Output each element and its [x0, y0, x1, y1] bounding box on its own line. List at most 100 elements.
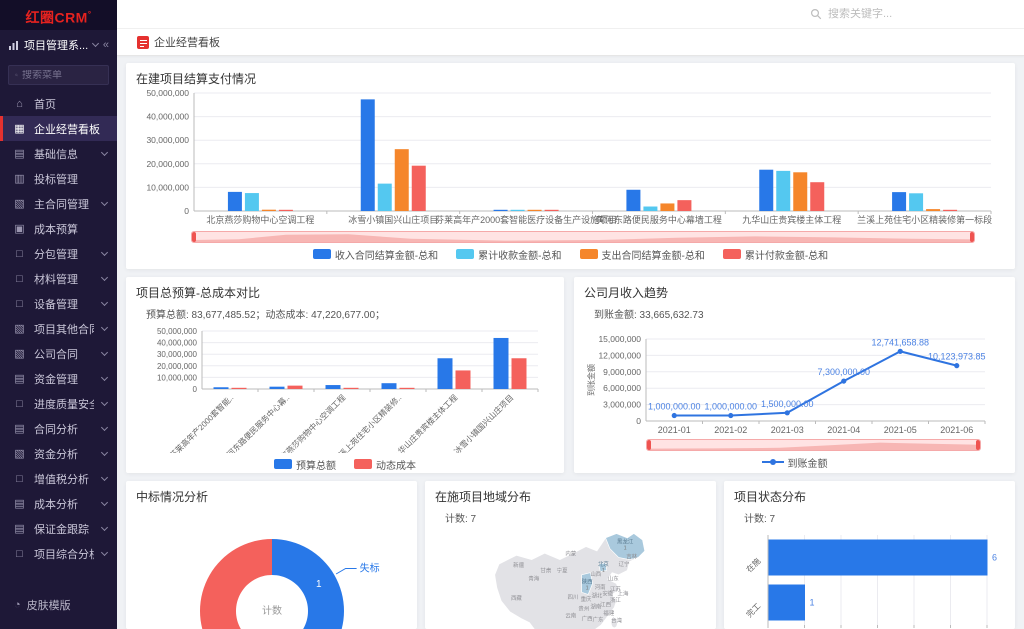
- collapse-sidebar-icon[interactable]: «: [102, 39, 109, 51]
- data-point[interactable]: [728, 412, 734, 419]
- province-label-广西[interactable]: 广西: [581, 615, 592, 623]
- sidebar-item-7[interactable]: □ 材料管理: [0, 266, 117, 291]
- bar[interactable]: [231, 387, 247, 389]
- bar[interactable]: [909, 193, 924, 211]
- bar[interactable]: [677, 200, 692, 211]
- sidebar-item-12[interactable]: □ 进度质量安全: [0, 391, 117, 416]
- bar[interactable]: [227, 191, 242, 211]
- trend-datazoom-slider[interactable]: [646, 439, 981, 451]
- province-label-重庆[interactable]: 重庆: [580, 595, 591, 603]
- datazoom-right-handle[interactable]: [970, 232, 974, 242]
- data-point[interactable]: [671, 412, 677, 419]
- province-label-辽宁[interactable]: 辽宁: [618, 560, 629, 568]
- province-label-贵州[interactable]: 贵州: [578, 605, 589, 613]
- bar[interactable]: [399, 387, 415, 389]
- bar[interactable]: [643, 206, 658, 211]
- highlighted-province[interactable]: [598, 562, 607, 572]
- sidebar-item-3[interactable]: ▥ 投标管理: [14, 173, 78, 186]
- bar[interactable]: [261, 209, 276, 211]
- bar[interactable]: [544, 209, 559, 211]
- sidebar-item-4[interactable]: ▧ 主合同管理: [0, 191, 117, 216]
- sidebar-item-17[interactable]: ▤ 保证金跟踪: [0, 516, 117, 541]
- province-label-黑龙江[interactable]: 黑龙江: [617, 537, 634, 545]
- bar[interactable]: [510, 209, 525, 211]
- bar[interactable]: [776, 170, 791, 211]
- status-bar-在施[interactable]: [768, 539, 988, 576]
- province-label-青海[interactable]: 青海: [528, 574, 539, 582]
- bar[interactable]: [278, 209, 293, 211]
- data-point[interactable]: [784, 410, 790, 416]
- status-bar-完工[interactable]: [768, 584, 806, 621]
- pie-slice-失标[interactable]: [272, 539, 344, 629]
- datazoom-left-handle[interactable]: [647, 440, 651, 450]
- province-label-四川[interactable]: 四川: [567, 594, 578, 601]
- sidebar-item-1[interactable]: ▦ 企业经营看板: [0, 116, 117, 141]
- province-label-河南[interactable]: 河南: [594, 583, 605, 591]
- bar[interactable]: [244, 193, 259, 211]
- bar[interactable]: [394, 149, 409, 211]
- province-label-湖北[interactable]: 湖北: [591, 592, 602, 600]
- sidebar-item-18[interactable]: □ 项目综合分析: [0, 541, 117, 566]
- tab-enterprise-dashboard[interactable]: 企业经营看板: [127, 29, 230, 55]
- province-label-北京[interactable]: 北京: [597, 560, 608, 568]
- data-point[interactable]: [841, 378, 847, 384]
- sidebar-item-9[interactable]: ▧ 项目其他合同: [0, 316, 117, 341]
- system-switcher[interactable]: 项目管理系... «: [0, 30, 117, 60]
- province-label-西藏[interactable]: 西藏: [510, 594, 521, 602]
- sidebar-item-13[interactable]: ▤ 合同分析: [0, 416, 117, 441]
- legend-item-累计付款金额-总和[interactable]: 累计付款金额-总和: [722, 247, 828, 262]
- province-label-新疆[interactable]: 新疆: [513, 561, 524, 569]
- bar[interactable]: [213, 387, 229, 389]
- menu-search-input[interactable]: [22, 69, 102, 81]
- province-label-福建[interactable]: 福建: [603, 609, 614, 617]
- legend-item-累计收款金额-总和[interactable]: 累计收款金额-总和: [456, 247, 562, 262]
- settlement-datazoom-slider[interactable]: [191, 231, 975, 243]
- bar[interactable]: [892, 192, 907, 211]
- china-landmass[interactable]: [493, 533, 645, 629]
- sidebar-item-15[interactable]: □ 增值税分析: [0, 466, 117, 491]
- bar[interactable]: [793, 172, 808, 211]
- province-label-上海[interactable]: 上海: [617, 590, 628, 598]
- global-search-input[interactable]: [828, 8, 938, 20]
- province-label-浙江[interactable]: 浙江: [609, 596, 620, 604]
- province-label-陕西[interactable]: 陕西: [581, 578, 592, 586]
- bar[interactable]: [759, 169, 774, 211]
- bar[interactable]: [325, 385, 341, 389]
- bar[interactable]: [455, 370, 471, 389]
- menu-search[interactable]: [8, 65, 109, 85]
- province-label-江西[interactable]: 江西: [600, 601, 611, 608]
- bar[interactable]: [493, 209, 508, 211]
- pie-slice-中标[interactable]: [200, 539, 334, 629]
- highlighted-province[interactable]: [604, 533, 645, 560]
- province-label-云南[interactable]: 云南: [565, 611, 576, 619]
- sidebar-item-10[interactable]: ▧ 公司合同: [0, 341, 117, 366]
- bar[interactable]: [493, 337, 509, 389]
- bar[interactable]: [511, 358, 527, 389]
- province-label-安徽[interactable]: 安徽: [602, 590, 613, 598]
- sidebar-item-5[interactable]: ▣ 成本预算: [14, 223, 78, 236]
- data-point[interactable]: [897, 348, 903, 354]
- province-label-山东[interactable]: 山东: [607, 574, 618, 582]
- sidebar-item-0[interactable]: ⌂ 首页: [0, 91, 117, 116]
- legend-item-到账金额[interactable]: 到账金额: [761, 455, 828, 470]
- bar[interactable]: [626, 189, 641, 211]
- bar[interactable]: [810, 182, 825, 211]
- sidebar-item-16[interactable]: ▤ 成本分析: [0, 491, 117, 516]
- global-search[interactable]: [810, 8, 938, 20]
- province-label-宁夏[interactable]: 宁夏: [556, 567, 567, 575]
- legend-item-收入合同结算金额-总和[interactable]: 收入合同结算金额-总和: [312, 247, 438, 262]
- bar[interactable]: [377, 183, 392, 211]
- province-label-台湾[interactable]: 台湾: [611, 617, 622, 625]
- bar[interactable]: [926, 209, 941, 211]
- legend-item-预算总额[interactable]: 预算总额: [274, 457, 336, 472]
- sidebar-item-2[interactable]: ▤ 基础信息: [0, 141, 117, 166]
- skin-template-button[interactable]: ◔ 皮肤模版: [14, 599, 71, 612]
- bar[interactable]: [527, 209, 542, 211]
- province-label-吉林[interactable]: 吉林: [626, 553, 637, 561]
- sidebar-item-14[interactable]: ▧ 资金分析: [0, 441, 117, 466]
- province-label-内蒙[interactable]: 内蒙: [565, 549, 576, 557]
- sidebar-item-6[interactable]: □ 分包管理: [0, 241, 117, 266]
- province-label-江苏[interactable]: 江苏: [609, 585, 620, 593]
- bar[interactable]: [381, 383, 397, 389]
- bar[interactable]: [360, 99, 375, 211]
